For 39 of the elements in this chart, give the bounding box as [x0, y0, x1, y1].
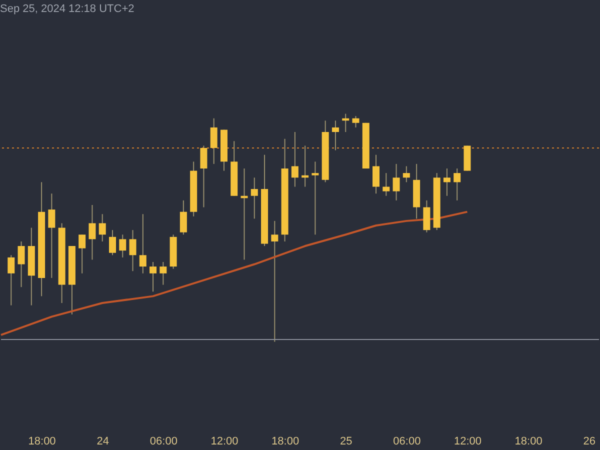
candlestick — [402, 166, 410, 183]
x-tick-label: 18:00 — [514, 436, 542, 448]
x-tick-label: 06:00 — [393, 436, 421, 448]
x-tick-label: 18:00 — [28, 436, 56, 448]
candlestick — [332, 120, 339, 151]
candlestick — [271, 220, 278, 342]
candlestick — [443, 168, 450, 196]
candlestick — [8, 254, 15, 306]
x-tick-label: 18:00 — [272, 436, 300, 448]
candlestick — [48, 193, 56, 278]
candlestick — [108, 230, 116, 256]
candlestick — [98, 214, 106, 242]
x-tick-label: 25 — [340, 436, 352, 448]
candlestick — [382, 172, 390, 196]
candlestick — [180, 200, 187, 236]
candlestick — [160, 261, 167, 286]
candlestick — [200, 145, 208, 208]
candlestick — [150, 261, 157, 292]
x-tick-label: 24 — [96, 436, 109, 448]
candlestick — [139, 214, 146, 274]
candlestick — [129, 230, 136, 272]
candlestick — [312, 161, 319, 236]
candlestick — [18, 240, 25, 288]
candlestick — [392, 163, 400, 201]
candlestick — [454, 168, 461, 201]
candlestick — [423, 200, 430, 233]
candlestick — [372, 154, 380, 194]
x-tick-label: 06:00 — [150, 436, 178, 448]
candlestick — [352, 116, 360, 128]
x-tick-label: 12:00 — [210, 436, 238, 448]
candlestick — [119, 234, 126, 258]
candlestick — [291, 132, 298, 188]
candlestick — [210, 118, 218, 164]
x-tick-label: 26 — [583, 436, 596, 448]
candlestick — [250, 177, 258, 220]
candlestick — [88, 204, 96, 260]
x-tick-label: 12:00 — [454, 436, 482, 448]
text: Sep 25, 2024 12:18 UTC+2 — [0, 3, 134, 15]
candlestick — [78, 234, 86, 274]
